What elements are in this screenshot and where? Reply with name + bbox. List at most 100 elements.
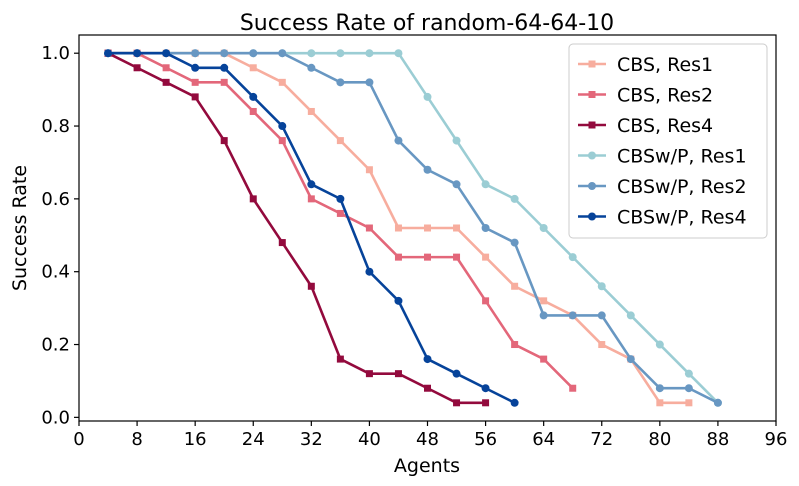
x-tick-label: 24	[242, 429, 265, 450]
plot-area	[104, 49, 722, 407]
data-point	[597, 311, 606, 320]
data-point	[597, 282, 606, 291]
legend-swatch-marker	[588, 121, 596, 129]
x-tick-label: 96	[765, 429, 788, 450]
legend-label: CBS, Res2	[617, 85, 713, 107]
data-point	[655, 340, 664, 349]
data-point	[365, 49, 374, 58]
legend-label: CBS, Res1	[617, 54, 713, 76]
y-tick-label: 0.8	[41, 116, 70, 137]
data-point	[365, 78, 374, 87]
data-point	[394, 136, 403, 145]
data-point	[453, 224, 461, 232]
data-point	[162, 49, 171, 58]
x-tick-label: 16	[184, 429, 207, 450]
data-point	[336, 137, 344, 145]
data-point	[133, 49, 142, 58]
data-point	[278, 49, 287, 58]
data-point	[307, 282, 315, 290]
series-line	[108, 51, 719, 404]
data-point	[626, 311, 635, 320]
x-axis-label: Agents	[394, 455, 460, 477]
y-tick-label: 0.4	[41, 262, 70, 283]
series-2	[104, 49, 577, 392]
data-point	[249, 64, 257, 72]
legend-swatch-marker	[588, 182, 596, 190]
data-point	[336, 49, 345, 58]
legend-swatch-marker	[588, 60, 596, 68]
data-point	[249, 49, 258, 58]
data-point	[278, 122, 287, 131]
series-line	[107, 52, 486, 405]
data-point	[482, 253, 490, 261]
legend-item: CBS, Res4	[578, 115, 713, 137]
x-tick-label: 40	[358, 429, 381, 450]
data-point	[365, 267, 374, 276]
x-axis-ticks: 0 8 16 24 32 40 48 56 64 72 80 88 96	[73, 421, 787, 450]
x-tick-label: 48	[416, 429, 439, 450]
data-point	[656, 399, 664, 407]
data-point	[162, 64, 170, 72]
data-point	[713, 398, 722, 407]
y-tick-label: 0.0	[41, 407, 70, 428]
x-tick-label: 56	[474, 429, 497, 450]
data-point	[307, 180, 316, 189]
legend-item: CBS, Res2	[578, 85, 713, 107]
data-point	[104, 49, 113, 58]
data-point	[394, 370, 402, 378]
legend-label: CBSw/P, Res4	[617, 207, 747, 229]
legend-swatch-marker	[588, 91, 596, 98]
data-point	[220, 63, 229, 72]
y-tick-label: 1.0	[41, 43, 70, 64]
x-tick-label: 72	[590, 429, 613, 450]
data-point	[539, 311, 548, 320]
data-point	[365, 166, 373, 174]
data-point	[568, 253, 577, 262]
data-point	[307, 49, 316, 58]
x-tick-label: 64	[532, 429, 555, 450]
data-point	[278, 239, 286, 247]
x-tick-label: 88	[706, 429, 729, 450]
data-point	[249, 195, 257, 203]
data-point	[220, 137, 228, 145]
data-point	[453, 253, 461, 261]
data-point	[510, 194, 519, 203]
data-point	[307, 107, 315, 115]
data-point	[133, 64, 141, 72]
legend-item: CBSw/P, Res1	[578, 146, 747, 168]
data-point	[191, 93, 199, 101]
y-tick-label: 0.2	[41, 335, 70, 356]
x-tick-label: 8	[131, 429, 142, 450]
data-point	[539, 224, 548, 232]
data-point	[424, 384, 431, 392]
data-point	[191, 63, 200, 72]
data-point	[482, 297, 490, 305]
data-point	[481, 384, 490, 393]
y-tick-label: 0.6	[41, 189, 70, 210]
data-point	[685, 399, 693, 407]
data-point	[511, 282, 519, 290]
data-point	[482, 399, 490, 407]
data-point	[278, 137, 286, 145]
data-point	[684, 384, 693, 393]
series-3	[104, 49, 490, 407]
data-point	[511, 341, 519, 349]
data-point	[336, 78, 345, 87]
data-point	[336, 355, 344, 363]
legend: CBS, Res1 CBS, Res2 CBS, Res4 CBSw/P, Res1 C…	[568, 43, 768, 239]
x-tick-label: 32	[300, 429, 323, 450]
y-axis-ticks: 0.0 0.2 0.4 0.6 0.8 1.0	[41, 43, 79, 428]
data-point	[336, 209, 344, 217]
data-point	[249, 107, 257, 115]
legend-item: CBS, Res1	[578, 54, 713, 76]
data-point	[423, 165, 432, 174]
series-line	[108, 51, 574, 390]
data-point	[452, 180, 461, 189]
data-point	[278, 78, 286, 86]
data-point	[626, 355, 635, 364]
data-point	[307, 63, 316, 72]
data-point	[598, 341, 606, 349]
data-point	[162, 78, 170, 86]
x-tick-label: 0	[73, 429, 84, 450]
